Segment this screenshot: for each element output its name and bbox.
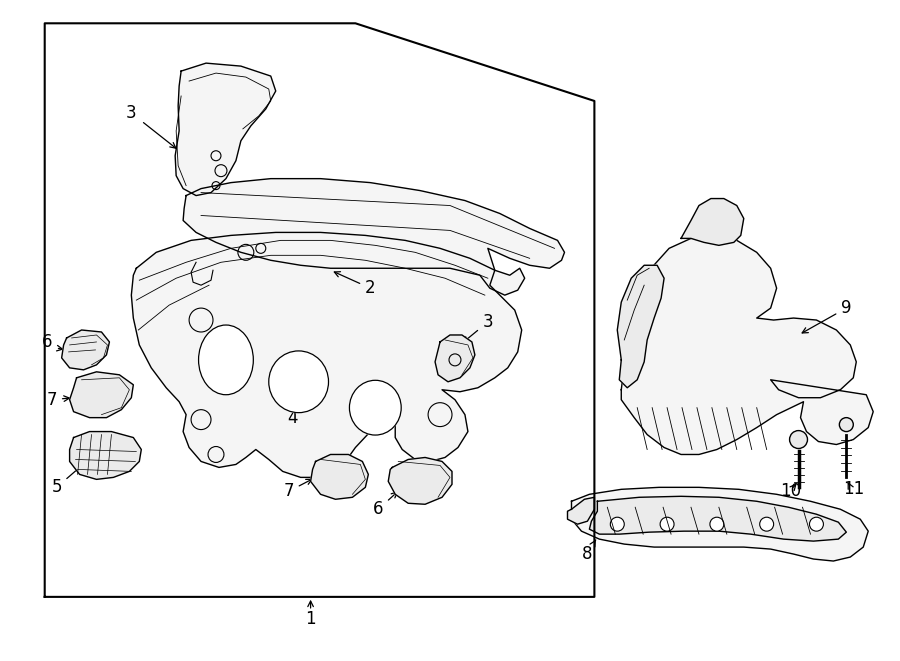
Text: 4: 4 [280,372,298,426]
Circle shape [789,430,807,449]
Text: 6: 6 [41,333,52,351]
Polygon shape [131,233,522,477]
Polygon shape [176,63,275,196]
Text: 7: 7 [47,391,69,408]
Text: 11: 11 [842,481,864,498]
Polygon shape [621,235,873,455]
Polygon shape [590,496,846,541]
Polygon shape [310,455,368,499]
Polygon shape [69,432,141,479]
Text: 5: 5 [51,464,84,496]
Polygon shape [617,265,664,388]
Text: 7: 7 [284,479,312,500]
Polygon shape [388,457,452,504]
Circle shape [840,418,853,432]
Circle shape [660,517,674,531]
Text: 2: 2 [334,272,375,297]
Text: 8: 8 [582,540,596,563]
Circle shape [760,517,774,531]
Ellipse shape [349,380,401,435]
Polygon shape [61,330,110,370]
Text: 3: 3 [464,313,493,342]
Polygon shape [183,178,564,295]
Polygon shape [435,335,475,382]
Polygon shape [572,487,868,561]
Ellipse shape [269,351,328,412]
Circle shape [809,517,824,531]
Circle shape [610,517,625,531]
Polygon shape [681,198,743,245]
Polygon shape [69,372,133,418]
Circle shape [710,517,724,531]
Text: 3: 3 [126,104,137,122]
Text: 10: 10 [780,483,801,500]
Text: 1: 1 [305,610,316,628]
Text: 9: 9 [802,299,851,333]
Polygon shape [568,497,594,524]
Ellipse shape [199,325,253,395]
Text: 6: 6 [374,492,397,518]
